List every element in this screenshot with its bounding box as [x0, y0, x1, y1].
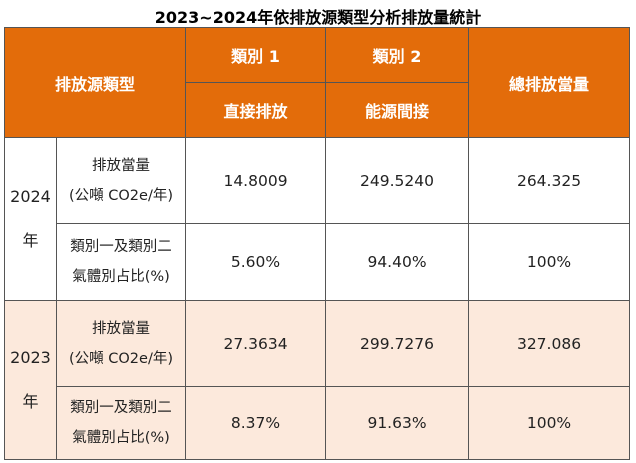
ratio-total: 100%: [468, 386, 631, 460]
year-suffix: 年: [22, 392, 39, 411]
emission-total: 327.086: [468, 300, 631, 387]
emission-total: 264.325: [468, 137, 631, 224]
ratio-label-line2: 氣體別占比(%): [72, 430, 170, 446]
emission-cat2: 299.7276: [325, 300, 470, 387]
header-category2: 類別 2: [325, 27, 470, 83]
ratio-cat1: 8.37%: [185, 386, 327, 460]
ratio-label-line1: 類別一及類別二: [70, 400, 172, 416]
ratio-label-line2: 氣體別占比(%): [72, 269, 170, 285]
ratio-label: 類別一及類別二 氣體別占比(%): [55, 386, 187, 460]
header-total: 總排放當量: [468, 27, 631, 138]
ratio-label-line1: 類別一及類別二: [70, 239, 172, 255]
ratio-cat1: 5.60%: [185, 223, 327, 301]
emission-label-line1: 排放當量: [92, 157, 150, 174]
emission-label-line2: (公噸 CO2e/年): [69, 350, 173, 367]
emission-label: 排放當量 (公噸 CO2e/年): [55, 137, 187, 224]
year-suffix: 年: [22, 231, 39, 250]
header-category1-sub: 直接排放: [185, 82, 327, 138]
ratio-cat2: 91.63%: [325, 386, 470, 460]
ratio-label: 類別一及類別二 氣體別占比(%): [55, 223, 187, 301]
emission-cat1: 14.8009: [185, 137, 327, 224]
emission-cat2: 249.5240: [325, 137, 470, 224]
year-label: 2024: [10, 187, 51, 206]
emission-table: 排放源類型 類別 1 類別 2 總排放當量 直接排放 能源間接 2024 年 排…: [3, 27, 631, 460]
emission-label-line1: 排放當量: [92, 320, 150, 337]
header-category2-sub: 能源間接: [325, 82, 470, 138]
year-label: 2023: [10, 348, 51, 367]
ratio-total: 100%: [468, 223, 631, 301]
year-cell-2024: 2024 年: [4, 137, 57, 301]
year-cell-2023: 2023 年: [4, 300, 57, 460]
header-category1: 類別 1: [185, 27, 327, 83]
header-source-type: 排放源類型: [3, 27, 187, 138]
emission-label-line2: (公噸 CO2e/年): [69, 187, 173, 204]
table-title: 2023~2024年依排放源類型分析排放量統計: [154, 8, 482, 27]
emission-label: 排放當量 (公噸 CO2e/年): [55, 300, 187, 387]
emission-cat1: 27.3634: [185, 300, 327, 387]
ratio-cat2: 94.40%: [325, 223, 470, 301]
